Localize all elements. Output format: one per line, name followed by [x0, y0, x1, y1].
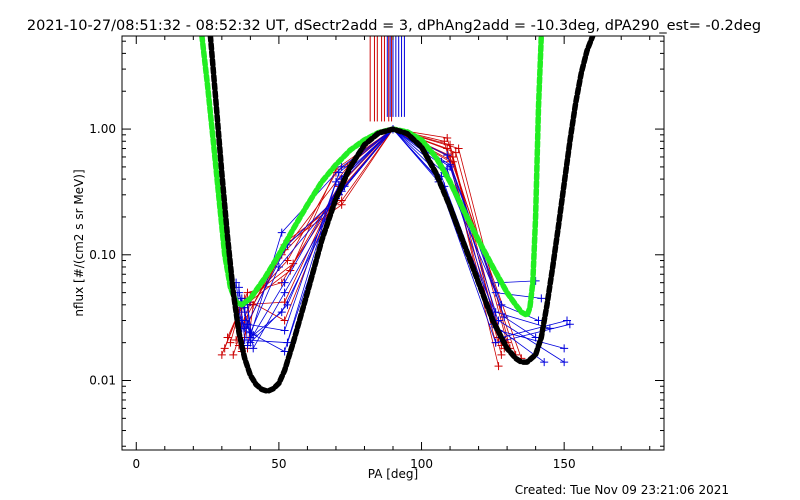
plot-marks: [199, 36, 596, 395]
blue-profile-line: [238, 128, 570, 344]
y-axis-label: nflux [#/(cm2 s sr MeV)]: [72, 169, 86, 316]
blue-data-point: [283, 300, 292, 309]
y-tick-label: 0.10: [89, 248, 116, 262]
x-axis-label: PA [deg]: [368, 467, 418, 481]
blue-data-point: [283, 338, 292, 347]
blue-data-point: [337, 162, 346, 171]
x-tick-label: 50: [271, 457, 286, 471]
blue-profile-line: [244, 128, 551, 339]
red-data-point: [220, 344, 229, 353]
blue-data-point: [560, 344, 569, 353]
red-data-point: [454, 144, 463, 153]
blue-data-point: [249, 344, 258, 353]
x-tick-label: 100: [410, 457, 433, 471]
blue-data-point: [277, 308, 286, 317]
blue-data-point: [560, 358, 569, 367]
blue-data-point: [531, 333, 540, 342]
red-data-point: [229, 350, 238, 359]
y-tick-label: 1.00: [89, 122, 116, 136]
red-data-point: [217, 350, 226, 359]
blue-profile-line: [247, 128, 536, 344]
created-footer: Created: Tue Nov 09 23:21:06 2021: [515, 483, 729, 497]
blue-data-point: [280, 347, 289, 356]
red-data-point: [283, 256, 292, 265]
red-data-point: [497, 350, 506, 359]
blue-data-point: [443, 151, 452, 160]
black-model-curve: [207, 36, 596, 395]
blue-data-point: [277, 228, 286, 237]
blue-data-point: [280, 288, 289, 297]
red-data-point: [451, 148, 460, 157]
blue-data-point: [537, 294, 546, 303]
x-tick-label: 0: [132, 457, 140, 471]
blue-data-point: [540, 358, 549, 367]
blue-data-point: [491, 338, 500, 347]
red-data-point: [243, 288, 252, 297]
y-tick-label: 0.01: [89, 374, 116, 388]
red-data-point: [226, 338, 235, 347]
red-data-point: [337, 196, 346, 205]
blue-data-point: [497, 300, 506, 309]
x-tick-label: 150: [553, 457, 576, 471]
blue-data-point: [234, 288, 243, 297]
blue-data-point: [240, 324, 249, 333]
blue-data-point: [246, 338, 255, 347]
red-data-point: [280, 316, 289, 325]
blue-data-point: [280, 326, 289, 335]
blue-data-point: [534, 316, 543, 325]
red-data-point: [223, 333, 232, 342]
blue-data-point: [500, 312, 509, 321]
blue-data-point: [280, 278, 289, 287]
chart-title: 2021-10-27/08:51:32 - 08:52:32 UT, dSect…: [27, 18, 761, 34]
blue-data-point: [249, 331, 258, 340]
blue-profile-line: [244, 128, 568, 346]
blue-data-point: [446, 160, 455, 169]
red-data-point: [289, 259, 298, 268]
blue-data-point: [565, 320, 574, 329]
red-data-point: [443, 133, 452, 142]
axes: 0 50 100 150 0.01 0.10 1.00: [89, 36, 664, 471]
red-data-point: [494, 362, 503, 371]
